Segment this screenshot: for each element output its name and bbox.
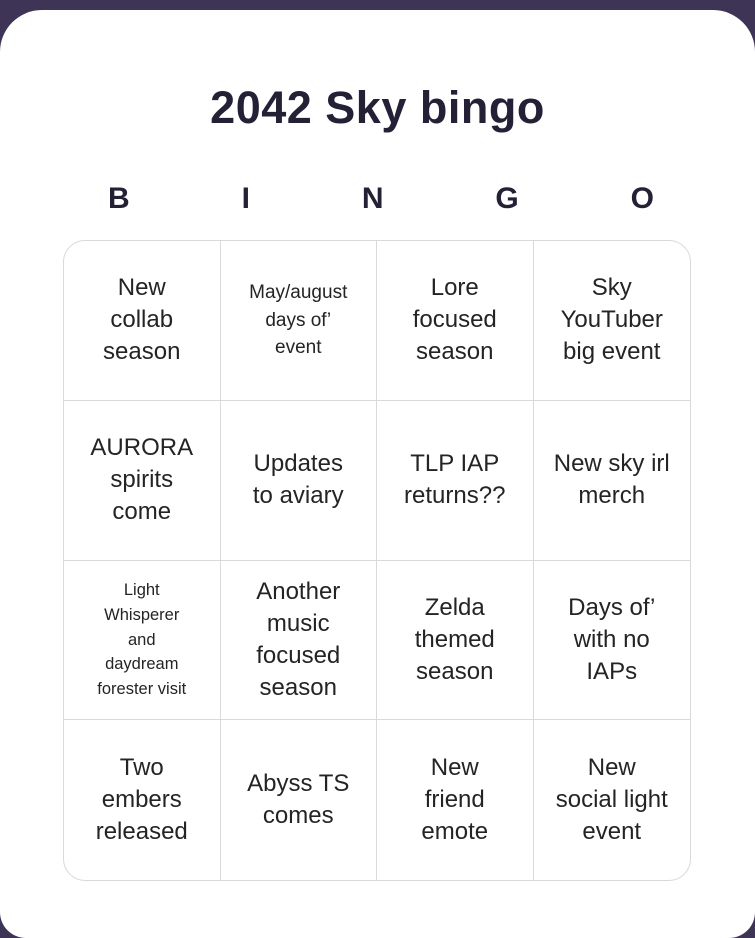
- bingo-cell-r1c4[interactable]: Sky YouTuber big event: [533, 241, 690, 401]
- bingo-cell-text: Sky YouTuber big event: [560, 274, 663, 366]
- bingo-cell-text: TLP IAP returns??: [404, 449, 506, 510]
- bingo-cell-text: Lore focused season: [412, 274, 497, 366]
- bingo-cell-r3c1[interactable]: Light Whisperer and daydream forester vi…: [64, 560, 221, 721]
- bingo-cell-r2c4[interactable]: New sky irl merch: [533, 401, 690, 561]
- column-header-b: B: [108, 182, 130, 215]
- bingo-cell-r2c2[interactable]: Updates to aviary: [220, 400, 377, 561]
- bingo-cell-r2c1[interactable]: AURORA spirits come: [64, 400, 221, 561]
- bingo-cell-text: AURORA spirits come: [90, 433, 194, 526]
- bingo-cell-text: New sky irl merch: [553, 449, 670, 510]
- bingo-cell-text: New collab season: [103, 274, 181, 366]
- page-title: 2042 Sky bingo: [210, 82, 545, 133]
- bingo-cell-text: New friend emote: [421, 753, 489, 846]
- bingo-cell-text: May/august days of’ event: [249, 282, 348, 359]
- bingo-cell-text: Two embers released: [95, 753, 188, 846]
- bingo-cell-text: Another music focused season: [256, 577, 341, 702]
- bingo-card: 2042 Sky bingo B I N G O New collab seas…: [0, 10, 755, 938]
- column-header-g: G: [495, 182, 519, 215]
- bingo-cell-r4c1[interactable]: Two embers released: [64, 720, 221, 880]
- bingo-cell-text: Days of’ with no IAPs: [568, 593, 656, 685]
- bingo-cell-r3c2[interactable]: Another music focused season: [220, 560, 377, 721]
- column-header-n: N: [361, 182, 384, 215]
- bingo-cell-text: Updates to aviary: [252, 449, 344, 510]
- bingo-cell-text: Zelda themed season: [414, 593, 495, 685]
- bingo-cell-r3c3[interactable]: Zelda themed season: [377, 560, 534, 721]
- bingo-cell-r4c3[interactable]: New friend emote: [377, 720, 534, 880]
- bingo-cell-text: Abyss TS comes: [247, 769, 350, 830]
- bingo-cell-r1c1[interactable]: New collab season: [64, 241, 221, 401]
- bingo-cell-text: Light Whisperer and daydream forester vi…: [97, 581, 187, 698]
- bingo-cell-r3c4[interactable]: Days of’ with no IAPs: [533, 561, 690, 721]
- bingo-cell-r1c3[interactable]: Lore focused season: [377, 241, 534, 401]
- column-header-o: O: [630, 182, 654, 215]
- bingo-grid: New collab season May/august days of’ ev…: [63, 240, 691, 881]
- bingo-column-headers: B I N G O: [108, 182, 654, 216]
- bingo-cell-r1c2[interactable]: May/august days of’ event: [220, 241, 377, 401]
- bingo-cell-text: New social light event: [555, 753, 668, 846]
- bingo-cell-r4c2[interactable]: Abyss TS comes: [221, 720, 377, 880]
- bingo-cell-r4c4[interactable]: New social light event: [534, 720, 691, 880]
- column-header-i: I: [241, 182, 250, 215]
- bingo-cell-r2c3[interactable]: TLP IAP returns??: [377, 400, 534, 561]
